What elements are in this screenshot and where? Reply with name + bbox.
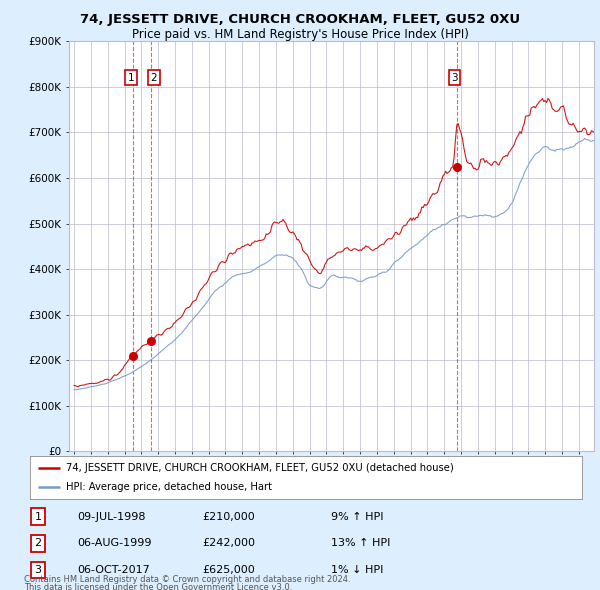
Text: 74, JESSETT DRIVE, CHURCH CROOKHAM, FLEET, GU52 0XU (detached house): 74, JESSETT DRIVE, CHURCH CROOKHAM, FLEE… (66, 463, 454, 473)
Text: Contains HM Land Registry data © Crown copyright and database right 2024.: Contains HM Land Registry data © Crown c… (24, 575, 350, 584)
Text: 3: 3 (451, 73, 458, 83)
Text: 09-JUL-1998: 09-JUL-1998 (77, 512, 146, 522)
Text: 9% ↑ HPI: 9% ↑ HPI (331, 512, 383, 522)
Text: 2: 2 (34, 539, 41, 548)
Text: 3: 3 (34, 565, 41, 575)
Text: 2: 2 (151, 73, 157, 83)
Text: 1: 1 (34, 512, 41, 522)
Text: This data is licensed under the Open Government Licence v3.0.: This data is licensed under the Open Gov… (24, 583, 292, 590)
Text: £210,000: £210,000 (203, 512, 256, 522)
Text: HPI: Average price, detached house, Hart: HPI: Average price, detached house, Hart (66, 481, 272, 491)
Text: £625,000: £625,000 (203, 565, 256, 575)
Text: Price paid vs. HM Land Registry's House Price Index (HPI): Price paid vs. HM Land Registry's House … (131, 28, 469, 41)
Text: 06-AUG-1999: 06-AUG-1999 (77, 539, 152, 548)
Text: 74, JESSETT DRIVE, CHURCH CROOKHAM, FLEET, GU52 0XU: 74, JESSETT DRIVE, CHURCH CROOKHAM, FLEE… (80, 13, 520, 26)
Text: 1: 1 (127, 73, 134, 83)
Text: 06-OCT-2017: 06-OCT-2017 (77, 565, 150, 575)
Text: £242,000: £242,000 (203, 539, 256, 548)
Text: 13% ↑ HPI: 13% ↑ HPI (331, 539, 390, 548)
Text: 1% ↓ HPI: 1% ↓ HPI (331, 565, 383, 575)
